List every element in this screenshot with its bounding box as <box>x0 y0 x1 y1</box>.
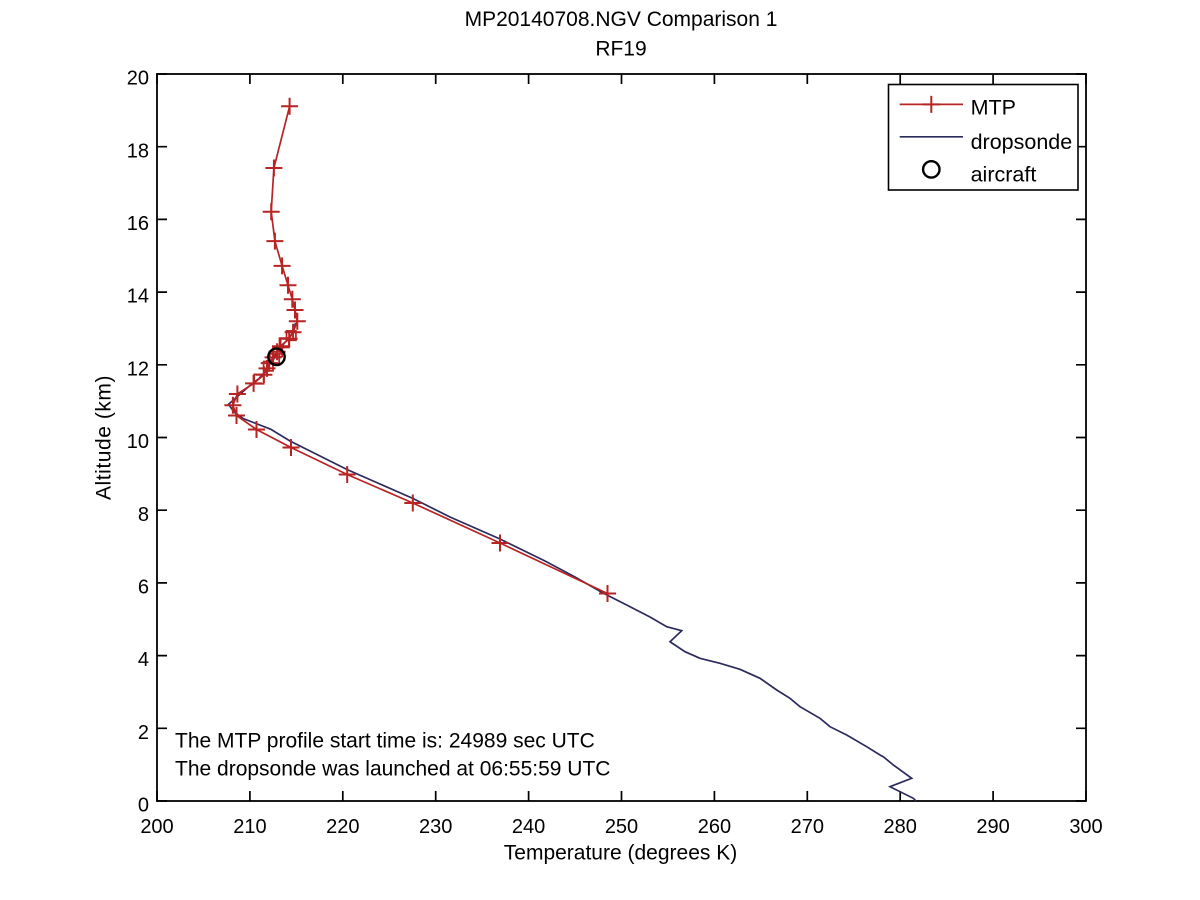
svg-text:270: 270 <box>791 816 824 838</box>
svg-text:12: 12 <box>127 358 149 380</box>
svg-text:18: 18 <box>127 140 149 162</box>
svg-text:230: 230 <box>419 816 452 838</box>
svg-text:300: 300 <box>1069 816 1102 838</box>
svg-text:The MTP profile start time is:: The MTP profile start time is: 24989 sec… <box>175 730 595 753</box>
svg-text:MTP: MTP <box>971 95 1016 119</box>
svg-text:0: 0 <box>138 795 149 817</box>
svg-text:6: 6 <box>138 577 149 599</box>
svg-text:20: 20 <box>127 68 149 90</box>
svg-text:240: 240 <box>512 816 545 838</box>
svg-text:10: 10 <box>127 431 149 453</box>
svg-text:dropsonde: dropsonde <box>971 130 1073 154</box>
svg-text:Altitude (km): Altitude (km) <box>93 375 116 500</box>
svg-text:MP20140708.NGV Comparison 1: MP20140708.NGV Comparison 1 <box>465 8 778 31</box>
svg-text:260: 260 <box>698 816 731 838</box>
svg-text:200: 200 <box>140 816 173 838</box>
svg-text:2: 2 <box>138 722 149 744</box>
svg-text:250: 250 <box>605 816 638 838</box>
svg-text:The dropsonde was launched at: The dropsonde was launched at 06:55:59 U… <box>175 757 610 780</box>
svg-text:16: 16 <box>127 213 149 235</box>
svg-text:RF19: RF19 <box>595 38 646 61</box>
svg-text:aircraft: aircraft <box>971 163 1037 187</box>
svg-text:4: 4 <box>138 649 149 671</box>
svg-text:Temperature (degrees K): Temperature (degrees K) <box>504 842 737 865</box>
svg-text:290: 290 <box>976 816 1009 838</box>
svg-text:14: 14 <box>127 286 149 308</box>
svg-text:280: 280 <box>884 816 917 838</box>
svg-text:220: 220 <box>326 816 359 838</box>
svg-text:8: 8 <box>138 504 149 526</box>
svg-text:210: 210 <box>233 816 266 838</box>
